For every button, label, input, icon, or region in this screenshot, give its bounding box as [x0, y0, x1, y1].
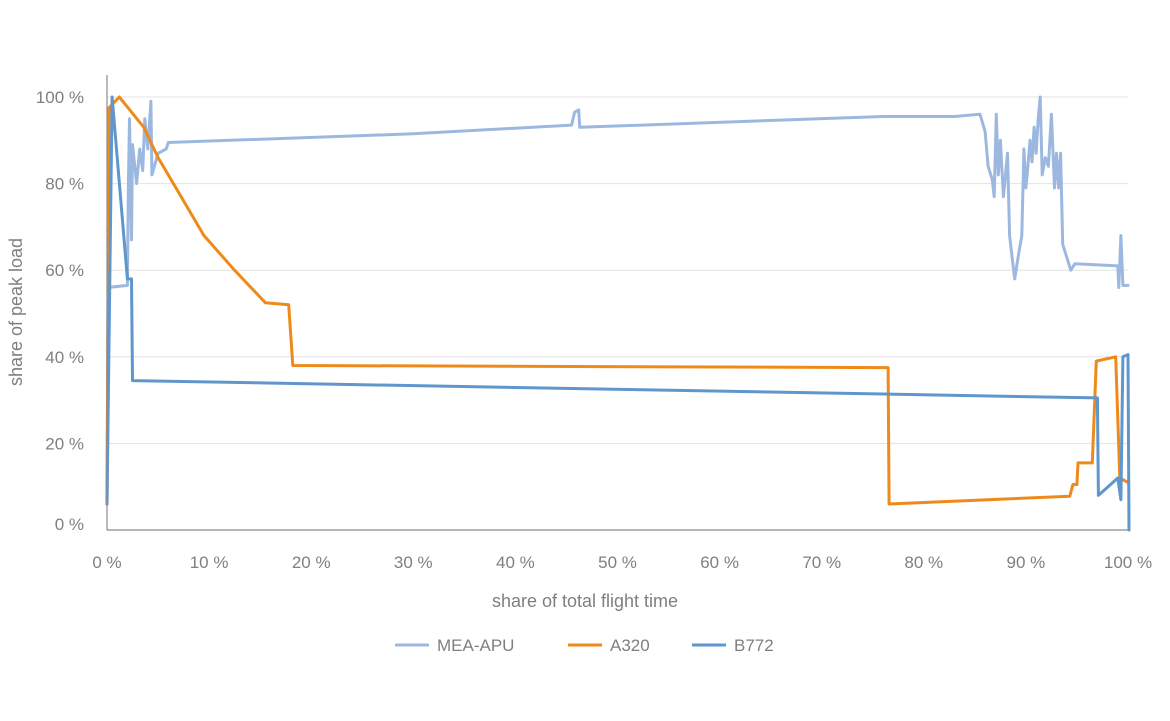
- x-tick-label: 30 %: [394, 553, 433, 572]
- x-tick-label: 60 %: [700, 553, 739, 572]
- series-line-a320: [105, 95, 1130, 506]
- legend-item-mea-apu: MEA-APU: [395, 636, 514, 655]
- legend: MEA-APU A320 B772: [395, 636, 774, 655]
- legend-label: MEA-APU: [437, 636, 514, 655]
- y-axis-title: share of peak load: [6, 238, 26, 386]
- y-tick-label: 100 %: [36, 88, 84, 107]
- x-tick-label: 50 %: [598, 553, 637, 572]
- x-tick-label: 100 %: [1104, 553, 1152, 572]
- y-tick-label: 0 %: [55, 515, 84, 534]
- x-tick-label: 20 %: [292, 553, 331, 572]
- legend-item-b772: B772: [692, 636, 774, 655]
- gridlines: [107, 96, 1128, 444]
- legend-label: B772: [734, 636, 774, 655]
- tick-labels: 0 % 20 % 40 % 60 % 80 % 100 % 0 % 10 % 20 % 30 % 4…: [36, 88, 1152, 572]
- x-tick-label: 10 %: [190, 553, 229, 572]
- y-tick-label: 80 %: [45, 175, 84, 194]
- axes: [106, 75, 1128, 531]
- y-tick-label: 40 %: [45, 348, 84, 367]
- y-tick-label: 20 %: [45, 434, 84, 453]
- x-axis-title: share of total flight time: [492, 591, 678, 611]
- y-tick-label: 60 %: [45, 261, 84, 280]
- series-line-mea-apu: [105, 95, 1130, 506]
- x-tick-label: 0 %: [92, 553, 121, 572]
- x-tick-label: 80 %: [904, 553, 943, 572]
- x-tick-label: 90 %: [1007, 553, 1046, 572]
- series-line-b772: [105, 95, 1131, 532]
- x-tick-label: 40 %: [496, 553, 535, 572]
- x-tick-label: 70 %: [802, 553, 841, 572]
- legend-item-a320: A320: [568, 636, 650, 655]
- series-lines: [105, 95, 1131, 532]
- legend-label: A320: [610, 636, 650, 655]
